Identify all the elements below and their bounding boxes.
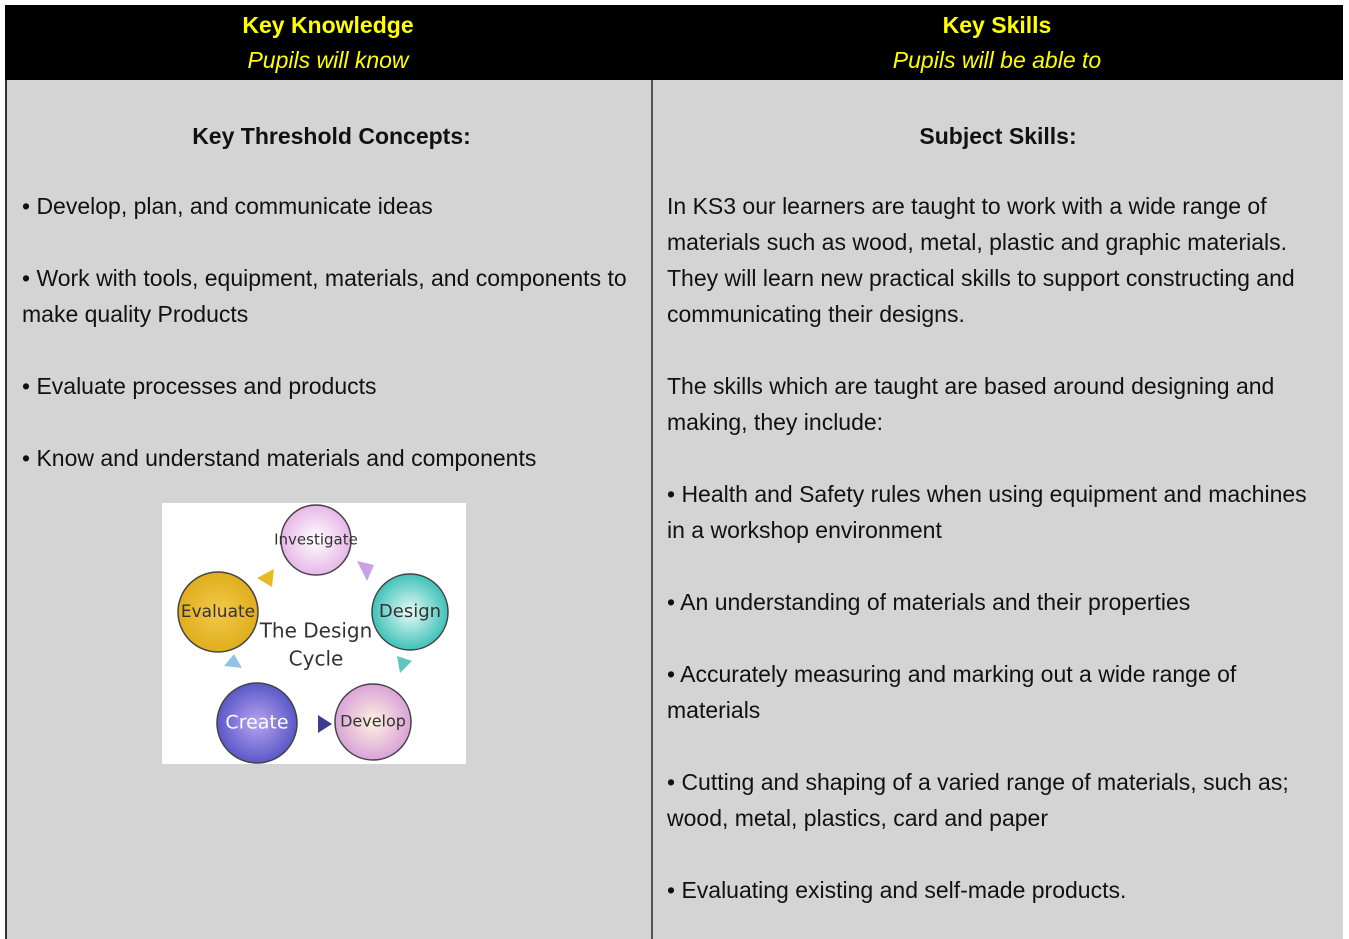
left-cell: Key Threshold Concepts: • Develop, plan,… xyxy=(5,80,651,939)
header-subtitle: Pupils will be able to xyxy=(892,47,1102,73)
paragraph: • Work with tools, equipment, materials,… xyxy=(22,265,627,327)
cycle-center-label: Cycle xyxy=(289,647,344,671)
cycle-node xyxy=(177,571,259,653)
cycle-node-label: Investigate xyxy=(274,531,358,549)
paragraph: • Evaluate processes and products xyxy=(22,373,377,399)
cycle-node xyxy=(371,573,449,651)
header-title: Key Skills xyxy=(942,12,1052,38)
paragraph: The skills which are taught are based ar… xyxy=(667,373,1275,435)
cycle-node-label: Develop xyxy=(340,712,406,731)
header-title: Key Knowledge xyxy=(242,12,414,38)
arrow xyxy=(318,715,332,733)
cell-heading: Key Threshold Concepts: xyxy=(192,123,471,149)
header-cell: Key Skills Pupils will be able to xyxy=(651,5,1343,80)
cycle-node-label: Design xyxy=(379,601,441,622)
cycle-node xyxy=(216,682,298,764)
paragraph: In KS3 our learners are taught to work w… xyxy=(667,193,1295,327)
design-cycle-diagram: Investigate Design Develop Create EvaluateTh… xyxy=(162,503,466,764)
cycle-node-label: Create xyxy=(225,712,288,734)
paragraph: • Cutting and shaping of a varied range … xyxy=(667,769,1289,831)
paragraph: • An understanding of materials and thei… xyxy=(667,589,1191,615)
arrow xyxy=(224,654,242,668)
paragraph: • Develop, plan, and communicate ideas xyxy=(22,193,433,219)
cycle-node xyxy=(280,504,352,576)
cycle-node xyxy=(334,683,412,761)
header-subtitle: Pupils will know xyxy=(247,47,409,73)
cell-heading: Subject Skills: xyxy=(919,123,1077,149)
cycle-node-label: Evaluate xyxy=(181,602,255,622)
paragraph: • Evaluating existing and self-made prod… xyxy=(667,877,1127,903)
paragraph: • Accurately measuring and marking out a… xyxy=(667,661,1237,723)
header-cell: Key Knowledge Pupils will know xyxy=(5,5,651,80)
arrow xyxy=(397,656,412,673)
paragraph: • Health and Safety rules when using equ… xyxy=(667,481,1307,543)
paragraph: • Know and understand materials and comp… xyxy=(22,445,537,471)
arrow xyxy=(257,569,274,587)
right-cell: Subject Skills: In KS3 our learners are … xyxy=(651,80,1343,939)
cycle-center-label: The Design xyxy=(259,619,373,643)
arrow xyxy=(357,561,374,581)
